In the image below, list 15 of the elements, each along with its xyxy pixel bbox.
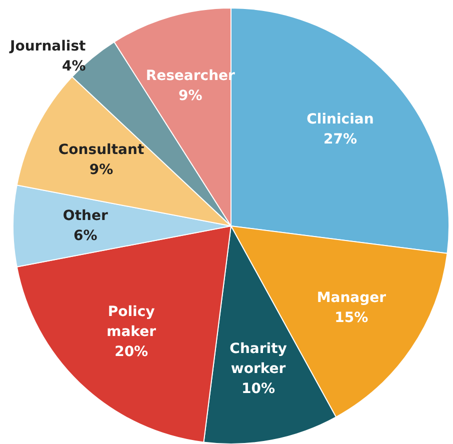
slice-label: Consultant <box>58 142 144 158</box>
slice-label: Policy maker <box>106 304 156 340</box>
data-label: 4% <box>62 58 86 74</box>
data-label: 9% <box>178 88 202 104</box>
data-label: 9% <box>89 162 114 178</box>
data-label: 27% <box>323 132 357 148</box>
data-label: 6% <box>74 228 98 244</box>
data-label: 20% <box>114 344 148 360</box>
slice-label: Journalist <box>9 38 86 54</box>
slice-label: Charity worker <box>230 341 287 378</box>
slice-label: Other <box>62 208 108 224</box>
data-label: 15% <box>334 310 368 326</box>
slice-label: Manager <box>316 290 386 306</box>
data-label: 10% <box>242 381 276 398</box>
slice-label: Clinician <box>306 112 374 128</box>
